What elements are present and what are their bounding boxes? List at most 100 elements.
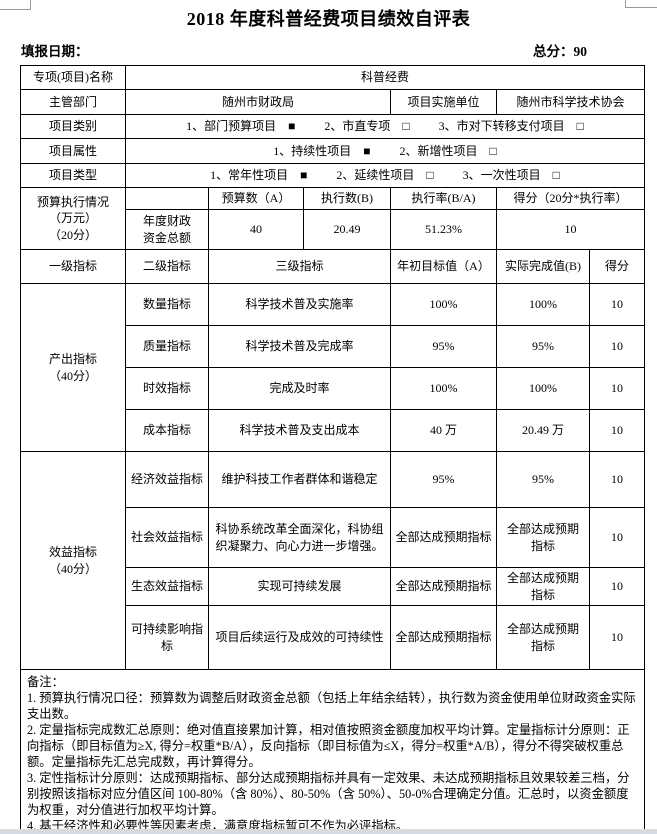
actual-value: 100% bbox=[496, 367, 590, 410]
level3-indicator: 科学技术普及支出成本 bbox=[208, 409, 391, 452]
table-row: 专项(项目)名称 科普经费 bbox=[20, 65, 646, 90]
checkbox-unchecked-icon[interactable]: □ bbox=[489, 143, 497, 158]
level2-indicator: 经济效益指标 bbox=[125, 451, 209, 508]
project-attribute-label: 项目属性 bbox=[20, 138, 126, 164]
budget-score-header: 得分（20分*执行率） bbox=[495, 187, 646, 210]
level2-indicator: 社会效益指标 bbox=[125, 507, 209, 568]
impl-unit-label: 项目实施单位 bbox=[390, 89, 497, 115]
level3-indicator: 项目后续运行及成效的可持续性 bbox=[208, 605, 391, 670]
window-edge-strip bbox=[0, 829, 657, 834]
page-title: 2018 年度科普经费项目绩效自评表 bbox=[186, 9, 471, 29]
target-value: 100% bbox=[390, 367, 497, 410]
level3-indicator: 科学技术普及完成率 bbox=[208, 325, 391, 368]
score-value: 10 bbox=[588, 507, 646, 568]
budget-number-value: 40 bbox=[208, 209, 304, 250]
table-row: 效益指标 （40分） 经济效益指标 维护科技工作者群体和谐稳定 95% 95% … bbox=[20, 451, 646, 670]
level3-indicator: 维护科技工作者群体和谐稳定 bbox=[208, 451, 391, 508]
option: 2、新增性项目 □ bbox=[400, 144, 497, 158]
execution-number-value: 20.49 bbox=[303, 209, 391, 250]
option-label: 2、市直专项 bbox=[324, 119, 391, 134]
target-value-header: 年初目标值（A） bbox=[390, 249, 497, 284]
option-label: 2、新增性项目 bbox=[399, 143, 478, 158]
budget-score-value: 10 bbox=[495, 209, 646, 250]
level2-indicator: 生态效益指标 bbox=[125, 567, 209, 606]
target-value: 全部达成预期指标 bbox=[390, 507, 497, 568]
annual-fund-total-label: 年度财政 资金总额 bbox=[125, 209, 209, 250]
total-score-label: 总分： bbox=[533, 44, 574, 59]
target-value: 全部达成预期指标 bbox=[390, 605, 497, 670]
actual-value: 全部达成预期指标 bbox=[496, 507, 590, 568]
score-value: 10 bbox=[588, 367, 646, 410]
table-row: 一级指标 二级指标 三级指标 年初目标值（A） 实际完成值(B) 得分 bbox=[20, 249, 646, 284]
actual-value: 全部达成预期指标 bbox=[496, 605, 590, 670]
level3-indicator: 完成及时率 bbox=[208, 367, 391, 410]
page-margin-crop-mark-left bbox=[0, 0, 31, 10]
evaluation-table: 专项(项目)名称 科普经费 主管部门 随州市财政局 项目实施单位 随州市科学技术… bbox=[19, 65, 646, 834]
option-label: 1、常年性项目 bbox=[210, 168, 289, 183]
impl-unit-value: 随州市科学技术协会 bbox=[495, 89, 646, 115]
checkbox-unchecked-icon[interactable]: □ bbox=[402, 119, 410, 134]
project-name-label: 专项(项目)名称 bbox=[20, 65, 126, 90]
table-row: 项目类别 1、部门预算项目 ■ 2、市直专项 □ 3、市对下转移支付项目 □ bbox=[20, 114, 646, 139]
target-value: 95% bbox=[390, 325, 497, 368]
table-row: 成本指标 科学技术普及支出成本 40 万 20.49 万 10 bbox=[21, 409, 646, 452]
target-value: 95% bbox=[390, 451, 497, 508]
option: 1、部门预算项目 ■ bbox=[186, 119, 295, 133]
score-value: 10 bbox=[588, 567, 646, 606]
actual-value: 95% bbox=[496, 325, 590, 368]
project-attribute-options: 1、持续性项目 ■ 2、新增性项目 □ bbox=[124, 138, 646, 164]
target-value: 100% bbox=[390, 283, 497, 326]
checkbox-checked-icon[interactable]: ■ bbox=[300, 168, 308, 183]
score-value: 10 bbox=[588, 605, 646, 670]
execution-number-header: 执行数(B) bbox=[303, 187, 391, 210]
option: 2、市直专项 □ bbox=[324, 119, 409, 133]
option-label: 1、持续性项目 bbox=[273, 143, 352, 158]
notes-title: 备注： bbox=[27, 675, 64, 689]
note-item: 3. 定性指标计分原则：达成预期指标、部分达成预期指标并具有一定效果、未达成预期… bbox=[27, 771, 630, 817]
blank-cell bbox=[125, 187, 209, 210]
option-label: 3、市对下转移支付项目 bbox=[438, 119, 565, 134]
dept-value: 随州市财政局 bbox=[125, 89, 391, 115]
option-label: 3、一次性项目 bbox=[462, 168, 541, 183]
table-row: 可持续影响指标 项目后续运行及成效的可持续性 全部达成预期指标 全部达成预期指标… bbox=[21, 605, 646, 670]
total-score-value: 90 bbox=[573, 44, 588, 59]
score-value: 10 bbox=[588, 283, 646, 326]
table-row: 社会效益指标 科协系统改革全面深化，科协组织凝聚力、向心力进一步增强。 全部达成… bbox=[21, 507, 646, 568]
target-value: 全部达成预期指标 bbox=[390, 567, 497, 606]
budget-number-header: 预算数（A） bbox=[208, 187, 304, 210]
option: 1、常年性项目 ■ bbox=[210, 168, 307, 182]
meta-row: 填报日期： 总分：90 bbox=[21, 40, 635, 60]
checkbox-unchecked-icon[interactable]: □ bbox=[576, 119, 584, 134]
level2-indicator: 成本指标 bbox=[125, 409, 209, 452]
execution-rate-value: 51.23% bbox=[390, 209, 497, 250]
score-value: 10 bbox=[588, 325, 646, 368]
level2-indicator-header: 二级指标 bbox=[125, 249, 209, 284]
level3-indicator: 科协系统改革全面深化，科协组织凝聚力、向心力进一步增强。 bbox=[208, 507, 391, 568]
checkbox-checked-icon[interactable]: ■ bbox=[363, 143, 371, 158]
table-row: 主管部门 随州市财政局 项目实施单位 随州市科学技术协会 bbox=[20, 89, 646, 115]
table-row: 项目类型 1、常年性项目 ■ 2、延续性项目 □ 3、一次性项目 □ bbox=[20, 163, 646, 188]
target-value: 40 万 bbox=[390, 409, 497, 452]
score-header: 得分 bbox=[588, 249, 646, 284]
checkbox-checked-icon[interactable]: ■ bbox=[288, 119, 296, 134]
level2-indicator: 质量指标 bbox=[125, 325, 209, 368]
checkbox-unchecked-icon[interactable]: □ bbox=[426, 168, 434, 183]
actual-value: 全部达成预期指标 bbox=[496, 567, 590, 606]
actual-value-header: 实际完成值(B) bbox=[496, 249, 590, 284]
note-item: 2. 定量指标完成数汇总原则：绝对值直接累加计算，相对值按照资金额度加权平均计算… bbox=[27, 723, 630, 769]
table-row: 产出指标 （40分） 数量指标 科学技术普及实施率 100% 100% 10 bbox=[20, 283, 646, 452]
level3-indicator-header: 三级指标 bbox=[208, 249, 391, 284]
checkbox-unchecked-icon[interactable]: □ bbox=[552, 168, 560, 183]
level3-indicator: 实现可持续发展 bbox=[208, 567, 391, 606]
project-category-label: 项目类别 bbox=[20, 114, 126, 139]
level2-indicator: 数量指标 bbox=[125, 283, 209, 326]
project-type-label: 项目类型 bbox=[20, 163, 126, 188]
level3-indicator: 科学技术普及实施率 bbox=[208, 283, 391, 326]
project-name-value: 科普经费 bbox=[124, 65, 646, 90]
project-category-options: 1、部门预算项目 ■ 2、市直专项 □ 3、市对下转移支付项目 □ bbox=[124, 114, 646, 139]
table-row: 生态效益指标 实现可持续发展 全部达成预期指标 全部达成预期指标 10 bbox=[21, 567, 646, 606]
option: 1、持续性项目 ■ bbox=[273, 144, 370, 158]
execution-rate-header: 执行率(B/A) bbox=[390, 187, 497, 210]
actual-value: 100% bbox=[496, 283, 590, 326]
